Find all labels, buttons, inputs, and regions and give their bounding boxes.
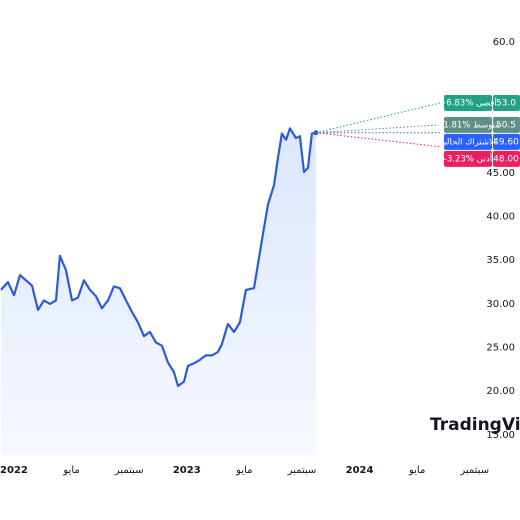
x-tick-label: مايو	[62, 465, 79, 476]
forecast-badge	[444, 133, 492, 150]
y-tick-label: 30.00	[486, 299, 515, 310]
forecast-badge	[444, 95, 492, 112]
forecast-line	[315, 132, 441, 148]
forecast-label: -3.23% أدنى	[444, 152, 492, 164]
x-tick-label: 2024	[346, 465, 374, 476]
watermark: TradingView	[430, 415, 520, 435]
x-tick-label: 2022	[0, 465, 28, 476]
price-line	[0, 127, 317, 388]
y-tick-label: 35.00	[486, 255, 515, 266]
y-tick-label: 25.00	[486, 343, 515, 354]
forecast-value: 49.60	[493, 137, 519, 147]
forecast-label: +1.81% متوسط	[436, 120, 500, 130]
forecast-value-box	[493, 116, 520, 133]
x-tick-label: سبتمبر	[287, 465, 317, 476]
x-tick-label: 2023	[173, 465, 201, 476]
x-tick-label: مايو	[235, 465, 252, 476]
area	[1, 128, 316, 455]
forecast-value: 53.0	[496, 99, 516, 109]
forecast-label: +6.83% أقصى	[439, 97, 497, 109]
forecast-value-box	[493, 133, 520, 150]
forecast-value-box	[493, 150, 520, 167]
y-tick-label: 60.0	[493, 37, 515, 48]
y-tick-label: 15.00	[486, 430, 515, 441]
x-tick-label: سبتمبر	[114, 465, 144, 476]
forecast-line	[315, 124, 441, 134]
forecast-line	[315, 102, 441, 134]
x-tick-label: مايو	[408, 465, 425, 476]
forecast-value: 48.00	[493, 154, 519, 164]
y-tick-label: 20.00	[486, 386, 515, 397]
forecast-value-box	[493, 95, 520, 112]
last-point	[313, 130, 319, 136]
y-tick-label: 40.00	[486, 212, 515, 223]
forecast-label: الاشتراك الحالي	[440, 137, 496, 147]
forecast-badge	[444, 116, 492, 133]
y-tick-label: 45.00	[486, 168, 515, 179]
forecast-badge	[444, 150, 492, 167]
x-tick-label: سبتمبر	[459, 465, 489, 476]
forecast-value: 50.5	[496, 120, 516, 130]
